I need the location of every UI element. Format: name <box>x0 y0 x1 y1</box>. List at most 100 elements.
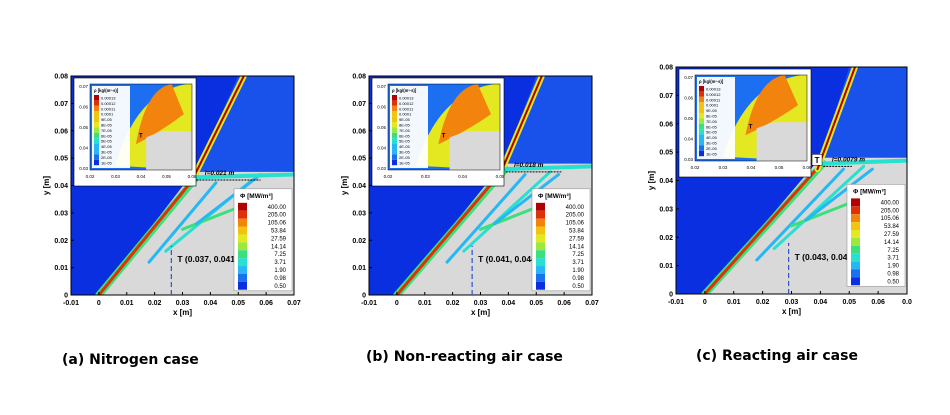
main-legend-swatch <box>851 237 860 246</box>
inset-y-tick-label: 0.04 <box>79 146 88 151</box>
inset-marker: T <box>442 133 446 139</box>
inset-legend-value: 4E-05 <box>399 144 410 149</box>
y-axis-label: y [m] <box>340 176 349 195</box>
x-axis-label: x [m] <box>471 308 490 317</box>
inset-legend-swatch <box>699 140 704 146</box>
caption-non-reacting-air: (b) Non-reacting air case <box>366 349 563 365</box>
main-legend-value: 53.84 <box>271 229 287 235</box>
inset-legend-swatch <box>94 159 99 166</box>
inset-legend-value: 0.00012 <box>399 101 414 106</box>
inset-legend-value: 0.00012 <box>706 92 721 97</box>
inset-zone-orange <box>745 75 799 136</box>
inset-y-tick-label: 0.05 <box>684 116 693 121</box>
main-legend-swatch <box>851 261 860 270</box>
inset-y-tick-label: 0.05 <box>377 125 386 130</box>
shock-band-1 <box>395 168 505 295</box>
y-tick-label: 0 <box>362 293 366 300</box>
x-tick-label: 0.0 <box>902 299 912 306</box>
inset-legend-value: 1E-05 <box>706 151 717 156</box>
triple-point-box <box>811 154 823 166</box>
inset-x-tick-label: 0.04 <box>458 174 467 179</box>
main-legend-value: 53.84 <box>884 224 900 230</box>
main-legend-value: 7.25 <box>887 248 899 254</box>
x-tick-label: 0 <box>703 299 707 306</box>
inset-legend-title: ρ [kg/(m³·s)] <box>94 88 119 93</box>
inset-legend-value: 8E-05 <box>399 123 410 128</box>
y-tick-label: 0.03 <box>352 210 366 217</box>
chart-non-reacting-air: -0.01 0 0.01 0.02 0.03 0.04 0.05 0.06 0.0700.010… <box>340 74 599 318</box>
y-tick-label: 0.01 <box>352 265 366 272</box>
main-legend-swatch <box>536 258 545 267</box>
x-tick-label: 0.02 <box>148 300 162 307</box>
x-tick-label: 0.06 <box>557 300 571 307</box>
inset-x-tick-label: 0.06 <box>188 174 197 179</box>
inset-legend-value: 0.0001 <box>101 112 114 117</box>
main-legend-swatch <box>238 210 247 219</box>
x-axis-label: x [m] <box>173 308 192 317</box>
inset-legend-value: 3E-05 <box>101 150 112 155</box>
inset-legend-value: 0.00013 <box>399 96 414 101</box>
y-tick-label: 0.06 <box>54 128 68 135</box>
inset-legend-value: 0.00013 <box>706 87 721 92</box>
y-tick-label: 0.04 <box>54 183 68 190</box>
y-tick-label: 0.03 <box>659 206 673 213</box>
inset-legend-swatch <box>392 100 397 106</box>
inset-wedge <box>146 131 192 170</box>
main-legend-value: 7.25 <box>572 252 584 258</box>
shock-band-5 <box>772 164 866 251</box>
triple-point-label: T (0.037, 0.041) m <box>177 254 248 264</box>
y-tick-label: 0.07 <box>659 93 673 100</box>
inset-legend-swatch <box>392 138 397 144</box>
y-tick-label: 0.06 <box>659 121 673 128</box>
y-tick-label: 0.08 <box>659 65 673 72</box>
inset-legend-swatch <box>94 122 99 128</box>
inset-x-tick-label: 0.06 <box>803 165 812 170</box>
shock-band-8 <box>821 158 907 166</box>
x-tick-label: 0 <box>97 300 101 307</box>
main-legend-swatch <box>536 234 545 243</box>
main-legend-swatch <box>851 277 860 286</box>
inset-x-tick-label: 0.04 <box>137 174 146 179</box>
chart-nitrogen: -0.01 0 0.01 0.02 0.03 0.04 0.05 0.06 0.0700.010… <box>42 74 301 318</box>
main-legend-swatch <box>536 210 545 219</box>
y-tick-label: 0 <box>669 292 673 299</box>
inset-legend-value: 2E-05 <box>399 155 410 160</box>
main-legend-value: 400.00 <box>268 205 287 211</box>
main-legend-swatch <box>238 266 247 274</box>
panel-non-reacting-air: -0.01 0 0.01 0.02 0.03 0.04 0.05 0.06 0.07 0 0.01 0… <box>314 64 614 326</box>
inset-legend-swatch <box>392 116 397 122</box>
main-legend-value: 205.00 <box>881 208 900 214</box>
shock-band-3 <box>499 76 543 176</box>
inset-legend-swatch <box>392 159 397 166</box>
inset-legend-value: 5E-05 <box>101 139 112 144</box>
inset-frame <box>89 83 193 171</box>
inset-legend-swatch <box>699 113 704 119</box>
x-tick-label: 0.06 <box>259 300 273 307</box>
caption-reacting-air: (c) Reacting air case <box>696 348 858 364</box>
main-legend-value: 400.00 <box>566 205 585 211</box>
main-legend-value: 53.84 <box>569 229 585 235</box>
main-legend-value: 14.14 <box>271 244 287 250</box>
main-legend-swatch <box>536 242 545 251</box>
inset-legend-value: 2E-05 <box>706 146 717 151</box>
x-tick-label: 0.07 <box>287 300 301 307</box>
inset-legend-swatch <box>699 134 704 140</box>
inset-legend-value: 5E-05 <box>399 139 410 144</box>
main-legend-swatch <box>238 273 247 282</box>
main-legend-swatch <box>536 250 545 259</box>
main-legend-value: 0.50 <box>572 284 584 290</box>
inset-legend-swatch <box>392 95 397 101</box>
y-tick-label: 0.05 <box>659 150 673 157</box>
inset-frame <box>387 83 501 171</box>
inset-legend-value: 2E-05 <box>101 155 112 160</box>
shock-band-3 <box>816 67 857 171</box>
x-tick-label: 0.03 <box>176 300 190 307</box>
inset-zoom: Tρ [kg/(m³·s)] 0.000130.000120.000110.000… <box>73 77 197 187</box>
main-legend-swatch <box>851 198 860 207</box>
main-legend-value: 3.71 <box>572 260 584 266</box>
main-legend-swatch <box>238 281 247 290</box>
inset-legend-value: 0.00011 <box>706 97 721 102</box>
main-legend-value: 0.50 <box>274 284 286 290</box>
x-tick-label: -0.01 <box>63 300 79 307</box>
inset-y-tick-label: 0.03 <box>684 157 693 162</box>
